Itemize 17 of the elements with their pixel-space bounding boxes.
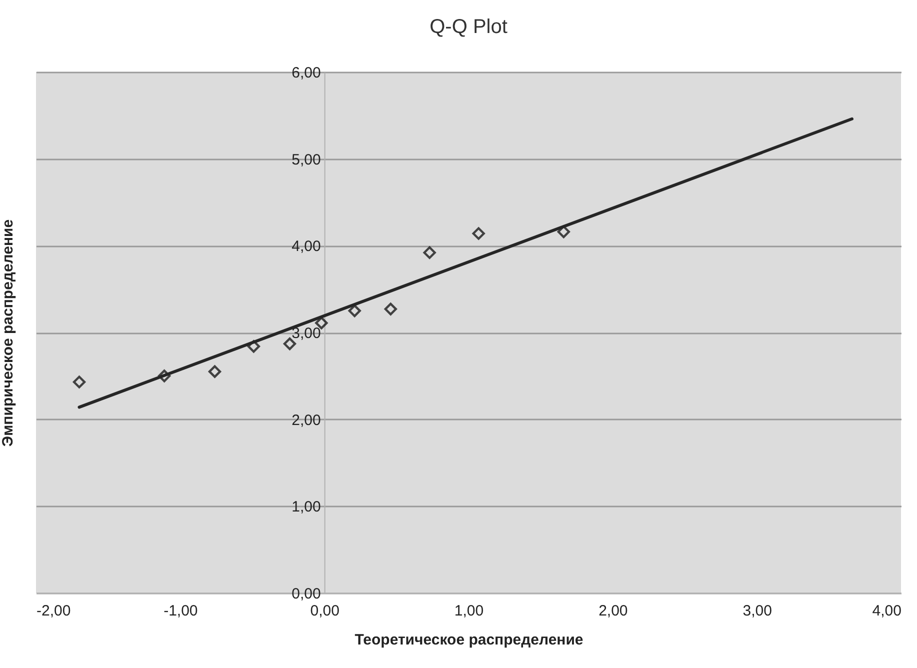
y-tick-label: 1,00: [292, 498, 321, 516]
x-tick-label: 4,00: [872, 602, 902, 620]
x-tick-label: 3,00: [742, 602, 772, 620]
y-tick-label: 0,00: [292, 586, 321, 602]
y-tick-label: 6,00: [292, 64, 321, 82]
x-tick-label: -1,00: [164, 602, 198, 620]
x-axis-title: Теоретическое распределение: [354, 632, 584, 648]
x-tick-label: 2,00: [598, 602, 628, 620]
x-tick-label: 1,00: [454, 602, 484, 620]
chart-title: Q-Q Plot: [430, 16, 508, 38]
x-tick-label: -2,00: [36, 602, 71, 620]
y-tick-label: 5,00: [292, 151, 321, 168]
y-axis-title: Эмпирическое распределение: [0, 219, 16, 447]
y-tick-label: 4,00: [292, 238, 321, 256]
x-tick-label: 0,00: [310, 602, 340, 620]
y-tick-label: 3,00: [292, 325, 321, 342]
y-tick-label: 2,00: [292, 412, 321, 429]
